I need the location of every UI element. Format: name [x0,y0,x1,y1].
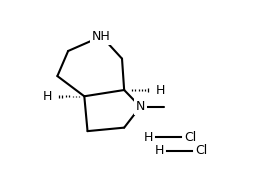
Text: H: H [43,90,52,103]
Text: N: N [136,100,145,113]
Text: H: H [155,144,164,157]
Text: H: H [155,83,165,96]
Text: Cl: Cl [185,131,197,144]
Text: Cl: Cl [195,144,207,157]
Text: NH: NH [92,30,111,43]
Text: H: H [144,131,153,144]
